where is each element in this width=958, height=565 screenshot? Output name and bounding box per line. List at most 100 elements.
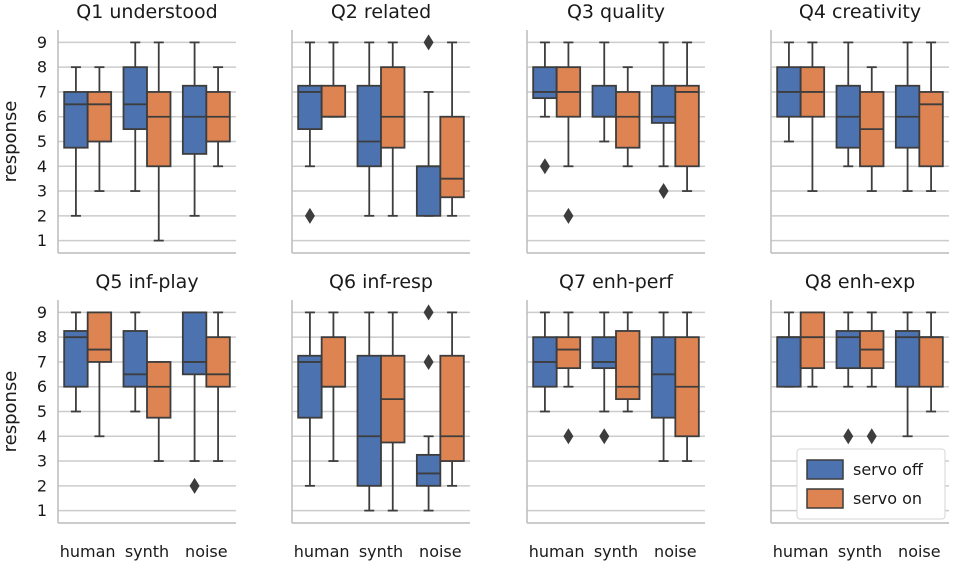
box-servo-off-human [63,311,89,413]
outlier-marker [423,353,434,370]
box-servo-on-synth [380,311,406,512]
box-body [86,311,113,363]
box-servo-off-synth [591,41,617,143]
x-tick-label: synth [594,542,638,561]
box-servo-off-synth [356,311,382,512]
panel-title: Q6 inf-resp [329,271,433,293]
box-body [122,330,148,388]
panel-3: Q3 quality [526,1,705,254]
box-body [776,336,802,388]
box-servo-on-human [799,311,826,388]
x-tick-label: noise [898,542,941,561]
box-servo-off-noise [415,34,442,217]
y-tick-label: 9 [37,303,47,322]
x-tick-label: human [294,542,350,561]
box-body [650,336,677,419]
outlier-marker [599,428,610,445]
y-tick-label: 3 [37,182,47,201]
panel-title: Q3 quality [567,1,665,23]
x-tick-label: synth [359,542,403,561]
box-servo-on-noise [205,66,231,168]
box-servo-on-synth [146,361,172,462]
x-tick-label: noise [654,542,697,561]
y-tick-label: 6 [37,377,47,396]
box-body [894,330,921,388]
panel-title: Q1 understood [76,1,217,23]
y-tick-label: 7 [37,82,47,101]
box-body [356,354,382,487]
panel-4: Q4 creativity [770,1,949,254]
box-body [181,311,208,376]
box-body [63,330,89,388]
outlier-marker [843,428,854,445]
box-body [63,91,89,149]
box-servo-on-noise [439,41,465,217]
box-servo-on-noise [439,311,465,487]
box-body [122,66,148,131]
panel-6: Q6 inf-resp human synth noise [291,271,470,561]
box-body [591,84,617,118]
box-body [439,115,465,199]
box-body [320,84,347,118]
y-tick-label: 5 [37,132,47,151]
x-tick-label: human [529,542,585,561]
outlier-marker [866,428,877,445]
box-body [615,330,641,401]
box-servo-off-human [776,41,802,143]
box-servo-off-human [532,311,558,413]
x-tick-label: synth [838,542,882,561]
box-body [380,66,406,149]
box-servo-off-noise [650,41,677,200]
box-servo-on-human [320,41,347,118]
box-servo-on-human [555,311,582,445]
panel-title: Q2 related [331,1,431,23]
box-servo-off-human [776,311,802,388]
box-body [320,336,347,388]
box-body [415,453,442,487]
panel-5: Q5 inf-play 1 2 3 4 5 6 7 8 9 response human synth no… [0,271,236,561]
outlier-marker [304,207,315,224]
legend: servo off servo on [796,448,946,520]
y-tick-label: 7 [37,352,47,371]
outlier-marker [658,183,669,200]
box-servo-off-noise [894,41,921,192]
box-servo-off-noise [181,311,208,494]
box-servo-on-noise [674,311,700,462]
box-body [297,354,323,419]
box-servo-off-human [63,66,89,217]
box-body [918,91,944,168]
box-servo-on-human [799,41,826,192]
box-servo-on-synth [146,41,172,242]
box-body [918,336,944,388]
panel-8: Q8 enh-exp human synth noise servo offservo … [770,271,949,561]
box-body [415,165,442,217]
legend-swatch-servo-off [806,459,844,480]
y-tick-label: 2 [37,476,47,495]
box-servo-off-noise [894,311,921,438]
box-body [591,336,617,370]
legend-swatch-servo-on [806,488,844,509]
box-servo-off-noise [181,41,208,217]
box-body [555,336,582,370]
box-servo-off-noise [415,304,442,512]
box-servo-on-human [86,311,113,438]
outlier-marker [563,207,574,224]
outlier-marker [423,34,434,51]
box-servo-on-human [86,66,113,192]
box-body [205,336,231,388]
box-servo-on-human [555,41,582,224]
panel-title: Q4 creativity [799,1,921,23]
x-tick-label: human [773,542,829,561]
y-axis-label: response [0,101,21,183]
box-servo-off-synth [122,311,148,413]
box-servo-off-synth [356,41,382,217]
panel-title: Q8 enh-exp [805,271,915,293]
y-tick-label: 2 [37,206,47,225]
box-servo-on-synth [380,41,406,217]
box-body [181,84,208,155]
outlier-marker [563,428,574,445]
box-servo-on-noise [674,41,700,192]
panel-7: Q7 enh-perf human synth noise [526,271,705,561]
legend-label-servo-on: servo on [853,489,922,508]
y-tick-label: 8 [37,58,47,77]
